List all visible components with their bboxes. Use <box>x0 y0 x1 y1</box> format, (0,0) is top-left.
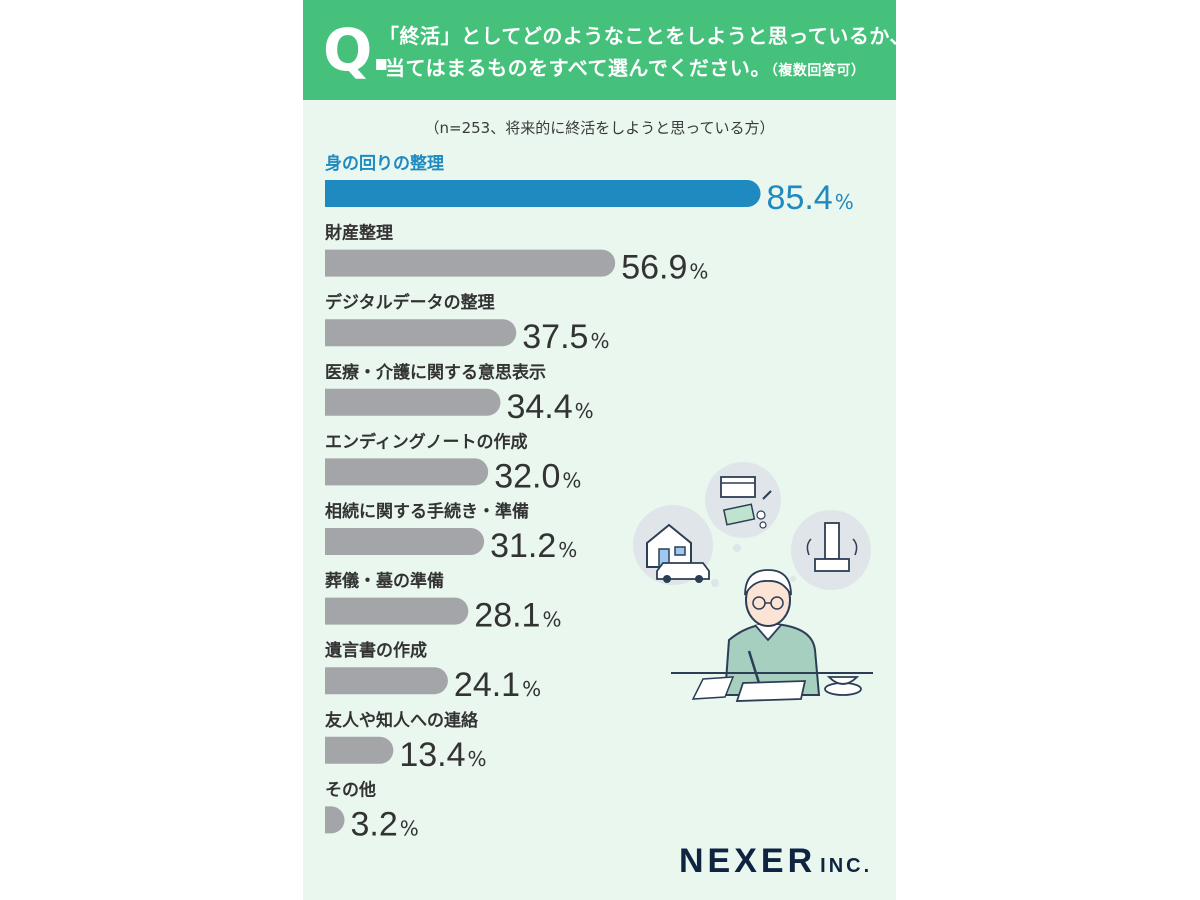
logo-main: NEXER <box>679 842 817 880</box>
question-text-line1: 「終活」としてどのようなことをしようと思っているか、 <box>379 24 896 48</box>
value-label: 24.1% <box>454 666 541 704</box>
category-label: 財産整理 <box>324 223 393 244</box>
question-text-line2-main: 当てはまるものをすべて選んでください。 <box>385 56 771 80</box>
value-unit: % <box>400 816 419 840</box>
bar <box>325 319 517 347</box>
value-label: 31.2% <box>490 527 577 565</box>
value-label: 56.9% <box>621 249 708 287</box>
value-number: 32.0 <box>494 457 560 495</box>
bar <box>325 597 469 625</box>
category-label: その他 <box>325 779 376 800</box>
value-unit: % <box>468 747 487 771</box>
question-text-line2: 当てはまるものをすべて選んでください。（複数回答可） <box>385 52 865 81</box>
value-number: 24.1 <box>454 666 520 704</box>
category-label: デジタルデータの整理 <box>325 292 495 313</box>
value-label: 28.1% <box>474 597 561 635</box>
value-unit: % <box>558 538 577 562</box>
q-mark: Q. <box>323 16 392 84</box>
category-label: 身の回りの整理 <box>325 153 444 174</box>
category-label: 友人や知人への連絡 <box>325 710 479 731</box>
question-header: Q. 「終活」としてどのようなことをしようと思っているか、 当てはまるものをすべ… <box>303 0 896 100</box>
bar <box>325 667 448 695</box>
category-label: 葬儀・墓の準備 <box>325 571 444 592</box>
category-label: 遺言書の作成 <box>325 640 427 661</box>
value-number: 31.2 <box>490 527 556 565</box>
logo-sub: INC. <box>820 855 873 877</box>
house-thought-bubble <box>633 505 719 587</box>
category-label: 医療・介護に関する意思表示 <box>325 362 546 383</box>
bar-chart: 身の回りの整理 85.4 % 財産整理 56.9 % デジタルデータの整理 37.5 % 医療・介… <box>324 153 854 843</box>
bar <box>325 736 394 764</box>
value-unit: % <box>689 260 708 284</box>
sample-description: （n=253、将来的に終活をしようと思っている方） <box>424 119 775 137</box>
value-unit: % <box>835 190 854 214</box>
value-unit: % <box>590 329 609 353</box>
money-thought-bubble <box>705 462 781 552</box>
elderly-man-writing-illustration <box>633 462 873 702</box>
question-note: （複数回答可） <box>770 63 866 79</box>
bar <box>325 180 761 207</box>
value-label: 37.5% <box>522 318 609 356</box>
value-number: 3.2 <box>351 805 398 843</box>
value-label: 34.4% <box>506 388 593 426</box>
grave-thought-bubble <box>790 510 871 590</box>
man-figure <box>723 569 821 696</box>
value-number: 56.9 <box>621 249 687 287</box>
value-label: 32.0% <box>494 457 581 495</box>
bar <box>325 458 489 486</box>
value-unit: % <box>575 399 594 423</box>
value-unit: % <box>542 608 561 632</box>
bar <box>325 249 616 277</box>
nexer-logo: NEXER INC. <box>679 842 872 881</box>
desk-items <box>671 650 873 702</box>
value-number: 13.4 <box>399 736 465 774</box>
value-label: 85.4% <box>767 179 854 217</box>
value-label: 13.4% <box>399 736 486 774</box>
value-number: 37.5 <box>522 318 588 356</box>
bar <box>325 806 345 834</box>
value-number: 28.1 <box>474 597 540 635</box>
value-unit: % <box>522 677 541 701</box>
value-unit: % <box>562 468 581 492</box>
category-label: エンディングノートの作成 <box>325 431 527 452</box>
bar <box>325 388 501 416</box>
survey-card: Q. 「終活」としてどのようなことをしようと思っているか、 当てはまるものをすべ… <box>303 0 896 900</box>
value-number: 34.4 <box>506 388 572 426</box>
category-label: 相続に関する手続き・準備 <box>325 501 529 522</box>
value-label: 3.2% <box>351 805 419 843</box>
value-number: 85.4 <box>767 179 833 217</box>
bar <box>325 528 485 555</box>
